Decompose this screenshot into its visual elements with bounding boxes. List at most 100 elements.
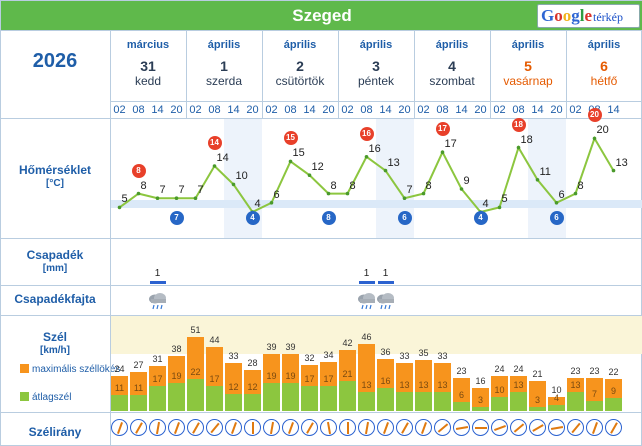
wind-direction-icon [320, 419, 337, 436]
temperature-value: 10 [235, 170, 248, 183]
wind-avg-value: 13 [361, 380, 372, 391]
wind-avg-bar [605, 397, 622, 411]
wind-arrow [210, 422, 220, 434]
wind-arrow [155, 421, 161, 435]
hour-label: 08 [512, 104, 525, 116]
temperature-value: 7 [197, 184, 204, 197]
grid-row-line [0, 285, 642, 286]
wind-arrow [252, 422, 254, 434]
wind-avg-bar [472, 406, 489, 411]
wind-avg-value: 16 [380, 375, 391, 386]
wind-avg-value: 13 [399, 380, 410, 391]
wind-direction-icon [453, 419, 470, 436]
temperature-value: 13 [387, 156, 400, 169]
wind-direction-icon [605, 419, 622, 436]
wind-avg-value: 19 [171, 371, 182, 382]
day-separator [566, 30, 567, 118]
temperature-value: 8 [425, 179, 432, 192]
day-header[interactable]: április 3 péntek [338, 38, 414, 88]
temperature-value: 16 [368, 142, 381, 155]
wind-direction-icon [415, 419, 432, 436]
hour-label: 02 [569, 104, 582, 116]
wind-arrow [421, 422, 427, 434]
day-weekday: kedd [134, 74, 162, 88]
grid-row-line [0, 315, 642, 316]
temperature-value: 17 [444, 138, 457, 151]
day-number: 31 [140, 58, 156, 74]
day-header[interactable]: április 2 csütörtök [262, 38, 338, 88]
wind-direction-icon [244, 419, 261, 436]
temp-floor-band [110, 200, 642, 208]
wind-avg-bar [415, 392, 432, 411]
temperature-value: 18 [520, 133, 533, 146]
hour-label: 20 [322, 104, 335, 116]
min-temp-badge: 4 [245, 211, 260, 225]
temperature-value: 7 [178, 184, 185, 197]
wind-gust-value: 33 [228, 351, 239, 362]
wind-avg-value: 11 [114, 383, 125, 394]
wind-avg-bar [301, 386, 318, 411]
wind-arrow [306, 422, 314, 434]
wind-gust-value: 33 [437, 351, 448, 362]
wind-direction-icon [491, 419, 508, 436]
min-temp-badge: 6 [549, 211, 564, 225]
wind-arrow [135, 422, 143, 434]
map-label: térkép [593, 10, 623, 24]
hour-label: 14 [227, 104, 240, 116]
min-temp-badge: 4 [473, 211, 488, 225]
wind-avg-value: 17 [323, 374, 334, 385]
hour-row-line [110, 101, 642, 102]
wind-arrow [192, 422, 200, 434]
temperature-value: 8 [577, 179, 584, 192]
google-logo-letter: o [562, 6, 572, 25]
hour-label: 20 [246, 104, 259, 116]
wind-arrow [610, 422, 618, 434]
day-header[interactable]: április 5 vasárnap [490, 38, 566, 88]
wind-gust-value: 31 [152, 354, 163, 365]
wind-avg-value: 4 [553, 393, 559, 404]
precipitation-value: 1 [363, 268, 370, 279]
day-separator [338, 30, 339, 118]
day-separator [414, 30, 415, 118]
day-weekday: hétfő [590, 74, 618, 88]
day-header[interactable]: április 6 hétfő [566, 38, 642, 88]
precipitation-bar [377, 281, 394, 284]
label-column-line [110, 30, 111, 446]
wind-direction-icon [567, 419, 584, 436]
google-logo-letter: g [571, 6, 580, 25]
day-month: március [126, 39, 170, 51]
wind-arrow [550, 425, 564, 431]
day-weekday: vasárnap [503, 74, 553, 88]
day-weekday: péntek [357, 74, 395, 88]
wind-direction-icon [130, 419, 147, 436]
wind-avg-value: 19 [266, 371, 277, 382]
wind-avg-bar [586, 400, 603, 411]
wind-gust-value: 22 [608, 367, 619, 378]
day-header[interactable]: április 1 szerda [186, 38, 262, 88]
google-map-link[interactable]: Googletérkép [537, 4, 640, 28]
wind-gust-value: 44 [209, 335, 220, 346]
wind-arrow [401, 422, 409, 434]
wind-arrow [475, 427, 487, 429]
hour-label: 02 [265, 104, 278, 116]
hour-label: 20 [474, 104, 487, 116]
wind-avg-bar [111, 395, 128, 411]
temperature-value: 8 [349, 179, 356, 192]
day-month: április [283, 39, 317, 51]
google-logo-letter: G [541, 6, 555, 25]
hour-label: 20 [170, 104, 183, 116]
day-header[interactable]: március 31 kedd [110, 38, 186, 88]
avg-legend: átlagszél [20, 392, 71, 404]
grid-row-line [0, 30, 642, 31]
max-temp-badge: 14 [207, 136, 222, 150]
wind-gust-value: 24 [494, 364, 505, 375]
precipitation-bar [149, 281, 166, 284]
wind-gust-value: 42 [342, 338, 353, 349]
temperature-value: 6 [273, 188, 280, 201]
wind-avg-bar [130, 395, 147, 411]
hour-label: 14 [607, 104, 620, 116]
day-header[interactable]: április 4 szombat [414, 38, 490, 88]
hour-label: 14 [151, 104, 164, 116]
hour-label: 08 [360, 104, 373, 116]
wind-direction-icon [510, 419, 527, 436]
